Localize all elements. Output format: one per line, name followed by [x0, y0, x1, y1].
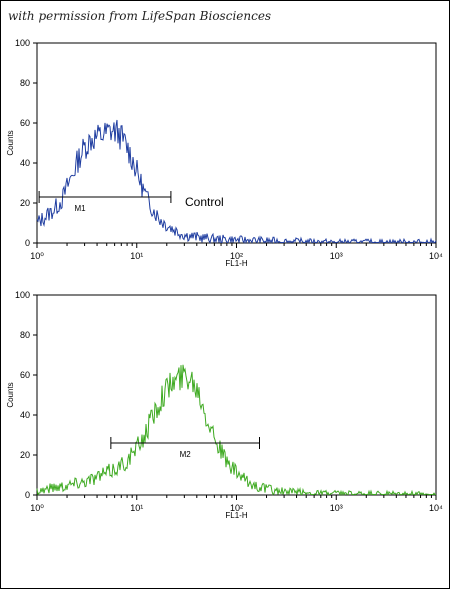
panel1-y-axis-label: Counts: [6, 130, 15, 155]
panel1-y-tick-label: 80: [20, 78, 30, 88]
panel1-gate-label: M1: [74, 204, 86, 213]
panel1-y-tick-label: 0: [25, 238, 30, 248]
panel2-y-tick-label: 20: [20, 450, 30, 460]
panel2-x-tick-label: 10²: [230, 503, 243, 513]
panel1-y-tick-label: 40: [20, 158, 30, 168]
panel1-x-tick-label: 10¹: [130, 251, 143, 261]
panel2-x-tick-label: 10¹: [130, 503, 143, 513]
panel1-y-tick-label: 60: [20, 118, 30, 128]
panel2-gate-label: M2: [180, 450, 192, 459]
panel2-plot-area: [36, 294, 437, 496]
panel2-x-tick-label: 10³: [330, 503, 343, 513]
panel2-y-tick-label: 40: [20, 410, 30, 420]
panel1-plot-area: [36, 42, 437, 244]
panel1-x-tick-label: 10⁰: [30, 251, 44, 261]
panel1-y-tick-label: 20: [20, 198, 30, 208]
panel2-x-axis-label: FL1-H: [225, 511, 247, 520]
panel2-y-tick-label: 0: [25, 490, 30, 500]
panel1-y-tick-label: 100: [15, 38, 30, 48]
panel1-x-axis-label: FL1-H: [225, 259, 247, 268]
panel2-x-tick-label: 10⁰: [30, 503, 44, 513]
panel1-x-tick-label: 10³: [330, 251, 343, 261]
panel1-x-tick-label: 10²: [230, 251, 243, 261]
panel2-y-axis-label: Counts: [6, 382, 15, 407]
panel2-histogram-line: [36, 364, 436, 497]
panel1-histogram-line: [36, 119, 437, 245]
credit-text: with permission from LifeSpan Bioscience…: [8, 9, 272, 23]
panel2-y-tick-label: 60: [20, 370, 30, 380]
panel2-x-tick-label: 10⁴: [429, 503, 443, 513]
panel2-y-tick-label: 100: [15, 290, 30, 300]
panel1-x-tick-label: 10⁴: [429, 251, 443, 261]
panel2-y-tick-label: 80: [20, 330, 30, 340]
panel1-annotation-label: Control: [185, 195, 224, 209]
